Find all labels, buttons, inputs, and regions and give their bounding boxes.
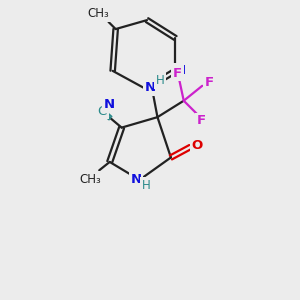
Text: F: F bbox=[204, 76, 213, 89]
Text: N: N bbox=[130, 173, 142, 186]
Text: F: F bbox=[197, 114, 206, 127]
Text: N: N bbox=[175, 64, 186, 77]
Text: H: H bbox=[142, 179, 151, 192]
Text: N: N bbox=[103, 98, 115, 111]
Text: H: H bbox=[156, 74, 165, 87]
Text: N: N bbox=[145, 81, 156, 94]
Text: CH₃: CH₃ bbox=[88, 7, 110, 20]
Text: F: F bbox=[173, 67, 182, 80]
Text: C: C bbox=[98, 105, 107, 118]
Text: CH₃: CH₃ bbox=[80, 173, 101, 186]
Text: O: O bbox=[191, 139, 203, 152]
